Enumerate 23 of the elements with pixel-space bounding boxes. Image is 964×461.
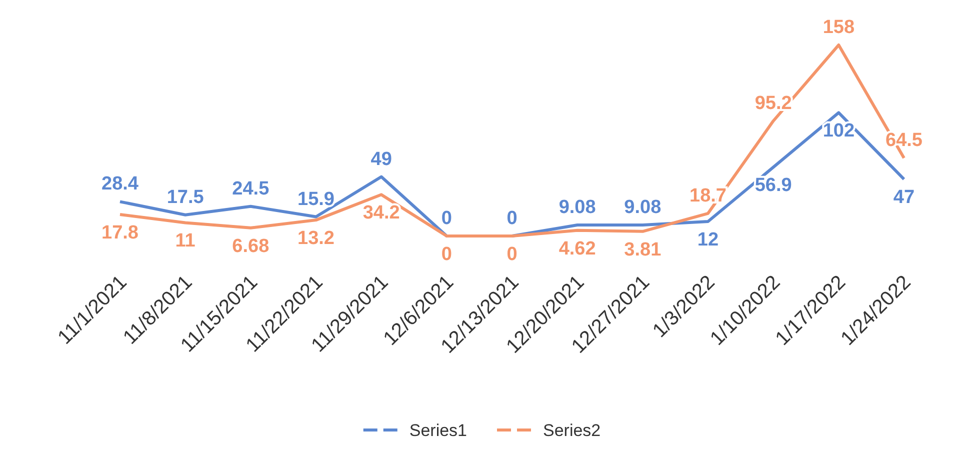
data-label: 17.8 [102, 222, 138, 244]
data-label: 158 [822, 17, 855, 38]
data-label: 13.2 [298, 228, 334, 250]
data-label: 12 [697, 229, 719, 250]
data-label: 28.4 [102, 174, 139, 195]
data-label: 15.9 [298, 188, 334, 210]
data-label: 0 [506, 208, 518, 229]
data-label: 9.08 [558, 197, 596, 218]
data-label: 6.68 [232, 236, 270, 257]
legend-label: Series2 [543, 421, 601, 440]
data-label: 11 [175, 230, 196, 252]
data-label: 0 [441, 208, 452, 229]
data-label: 24.5 [232, 178, 270, 200]
data-label: 0 [441, 244, 452, 265]
data-label: 3.81 [624, 239, 662, 260]
data-label: 4.62 [558, 238, 596, 260]
data-label: 34.2 [362, 202, 400, 224]
data-label: 0 [506, 244, 518, 265]
legend-label: Series1 [409, 421, 467, 440]
data-label: 49 [370, 148, 392, 170]
data-label: 17.5 [166, 186, 204, 208]
data-label: 9.08 [624, 197, 662, 218]
data-label: 47 [893, 187, 915, 208]
